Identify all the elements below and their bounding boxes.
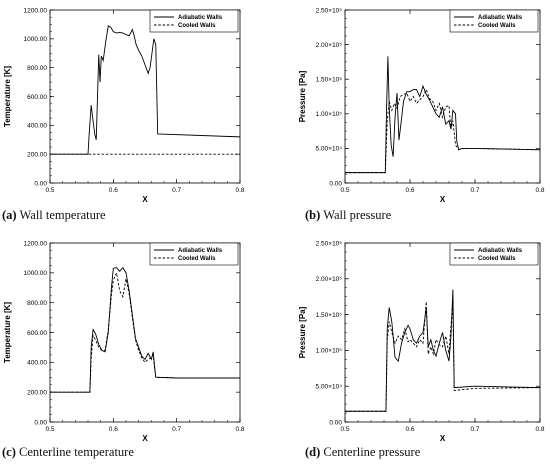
- x-tick-label: 0.7: [172, 187, 181, 194]
- x-tick-label: 0.6: [109, 187, 118, 194]
- x-axis-title: X: [142, 195, 148, 204]
- caption-wall-temperature: (a) Wall temperature: [2, 208, 106, 223]
- y-tick-label: 5.00×10⁴: [316, 146, 343, 153]
- y-tick-label: 600.00: [27, 94, 47, 101]
- caption-centerline-temperature: (c) Centerline temperature: [2, 445, 134, 460]
- chart-wall-pressure: 0.5 0.6 0.7 0.8 0.00 5.00×10⁴ 1.00×10⁵ 1.50×10⁵…: [298, 7, 545, 204]
- x-tick-label: 0.8: [535, 187, 544, 194]
- chart-centerline-pressure: 0.5 0.6 0.7 0.8 0.00 5.00×10⁴ 1.00×10⁵ 1.50×10⁵…: [298, 240, 545, 443]
- plot-frame: [344, 9, 541, 184]
- y-tick-label: 1000.00: [24, 270, 48, 277]
- panel-centerline-pressure: 0.5 0.6 0.7 0.8 0.00 5.00×10⁴ 1.00×10⁵ 1.50×10⁵…: [275, 232, 550, 464]
- y-tick-label: 800.00: [27, 300, 47, 307]
- x-tick-label: 0.5: [340, 426, 349, 433]
- legend-label: Cooled Walls: [478, 23, 516, 29]
- legend-label: Adiabatic Walls: [478, 248, 523, 254]
- panel-centerline-temperature: 0.5 0.6 0.7 0.8 0.00 200.00 400.00 600.00 800.00…: [0, 232, 275, 464]
- y-tick-label: 0.00: [34, 180, 47, 187]
- y-tick-label: 400.00: [27, 123, 47, 130]
- legend-label: Cooled Walls: [178, 23, 216, 29]
- series-line-cooled: [345, 301, 540, 412]
- caption-text: Centerline temperature: [19, 445, 134, 459]
- y-tick-label: 1.00×10⁵: [316, 348, 343, 355]
- legend-box: [149, 9, 239, 33]
- x-tick-label: 0.7: [470, 187, 479, 194]
- y-tick-label: 400.00: [27, 360, 47, 367]
- x-tick-label: 0.5: [45, 187, 54, 194]
- y-tick-label: 0.00: [34, 419, 47, 426]
- series-line-adiabatic: [345, 56, 540, 174]
- y-tick-label: 0.00: [329, 180, 342, 187]
- x-axis-title: X: [142, 434, 148, 443]
- y-tick-label: 200.00: [27, 389, 47, 396]
- y-tick-label: 800.00: [27, 65, 47, 72]
- y-tick-label: 1200.00: [24, 240, 48, 247]
- legend-box: [149, 242, 239, 266]
- x-axis-title: X: [440, 195, 446, 204]
- chart-centerline-temperature: 0.5 0.6 0.7 0.8 0.00 200.00 400.00 600.00 800.00…: [3, 240, 245, 443]
- y-tick-label: 600.00: [27, 330, 47, 337]
- legend-box: [449, 242, 539, 266]
- y-axis-title: Pressure [Pa]: [298, 70, 307, 122]
- legend-label: Adiabatic Walls: [178, 248, 223, 254]
- legend-label: Cooled Walls: [478, 256, 516, 262]
- series-line-adiabatic: [345, 289, 540, 412]
- legend-label: Adiabatic Walls: [478, 15, 523, 21]
- legend-label: Adiabatic Walls: [178, 15, 223, 21]
- caption-tag: (d): [305, 445, 321, 459]
- series-line-adiabatic: [50, 25, 240, 155]
- legend-box: [449, 9, 539, 33]
- panel-wall-pressure: 0.5 0.6 0.7 0.8 0.00 5.00×10⁴ 1.00×10⁵ 1.50×10⁵…: [275, 0, 550, 232]
- panel-wall-temperature: 0.5 0.6 0.7 0.8 0.00 200.00 400.00 600.00 800.00…: [0, 0, 275, 232]
- plot-frame: [49, 9, 241, 184]
- y-tick-label: 1.50×10⁵: [316, 312, 343, 319]
- x-tick-label: 0.6: [405, 426, 414, 433]
- x-tick-label: 0.8: [235, 426, 244, 433]
- x-tick-label: 0.5: [340, 187, 349, 194]
- series-line-cooled: [345, 88, 540, 174]
- y-tick-label: 2.50×10⁵: [316, 7, 343, 14]
- y-tick-label: 2.00×10⁵: [316, 42, 343, 49]
- series-line-adiabatic: [50, 266, 240, 393]
- y-axis-title: Temperature [K]: [3, 302, 12, 364]
- caption-text: Centerline pressure: [323, 445, 421, 459]
- caption-tag: (a): [2, 208, 17, 222]
- caption-centerline-pressure: (d) Centerline pressure: [305, 445, 420, 460]
- plot-frame: [49, 242, 241, 423]
- y-tick-label: 1200.00: [24, 7, 48, 14]
- y-tick-label: 200.00: [27, 151, 47, 158]
- x-tick-label: 0.8: [235, 187, 244, 194]
- y-axis-title: Temperature [K]: [3, 66, 12, 128]
- x-tick-label: 0.8: [535, 426, 544, 433]
- y-tick-label: 1.00×10⁵: [316, 111, 343, 118]
- legend-label: Cooled Walls: [178, 256, 216, 262]
- series-line-cooled: [50, 271, 240, 393]
- caption-tag: (c): [2, 445, 16, 459]
- y-tick-label: 2.50×10⁵: [316, 240, 343, 247]
- x-axis-title: X: [440, 434, 446, 443]
- y-tick-label: 5.00×10⁴: [316, 384, 343, 391]
- y-tick-label: 2.00×10⁵: [316, 276, 343, 283]
- y-axis-title: Pressure [Pa]: [298, 306, 307, 358]
- x-tick-label: 0.6: [109, 426, 118, 433]
- x-tick-label: 0.7: [172, 426, 181, 433]
- caption-tag: (b): [305, 208, 321, 222]
- y-tick-label: 1000.00: [24, 36, 48, 43]
- caption-wall-pressure: (b) Wall pressure: [305, 208, 391, 223]
- x-tick-label: 0.6: [405, 187, 414, 194]
- x-tick-label: 0.5: [45, 426, 54, 433]
- chart-wall-temperature: 0.5 0.6 0.7 0.8 0.00 200.00 400.00 600.00 800.00…: [3, 7, 245, 204]
- caption-text: Wall temperature: [19, 208, 106, 222]
- caption-text: Wall pressure: [323, 208, 392, 222]
- y-tick-label: 0.00: [329, 419, 342, 426]
- x-tick-label: 0.7: [470, 426, 479, 433]
- y-tick-label: 1.50×10⁵: [316, 77, 343, 84]
